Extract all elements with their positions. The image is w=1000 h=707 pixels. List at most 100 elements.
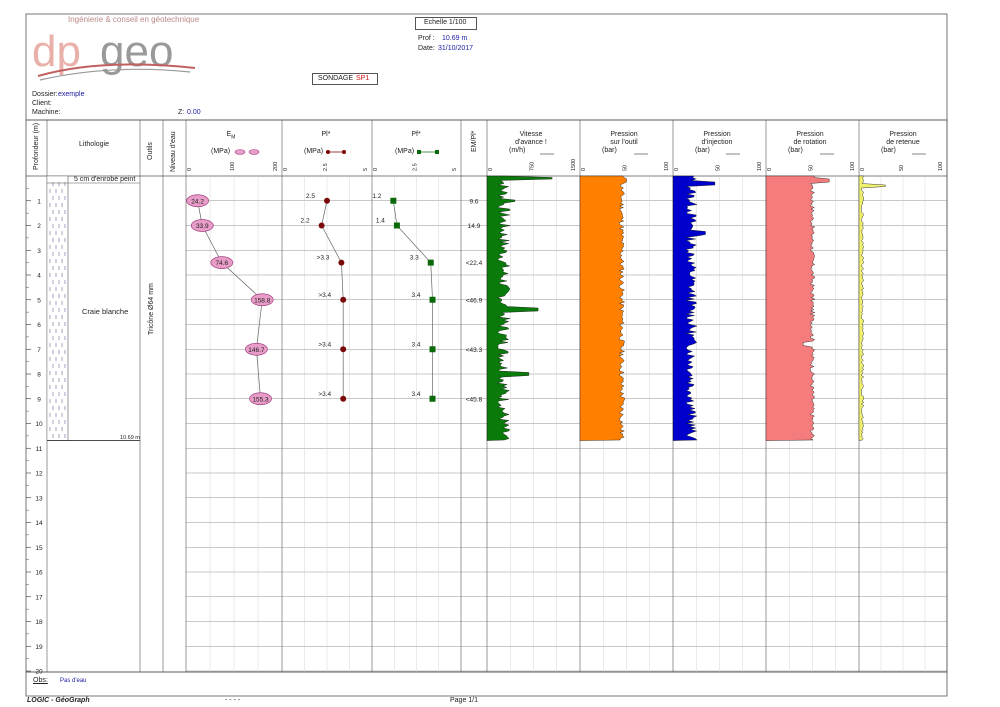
pl-point	[318, 222, 325, 229]
em-point	[210, 256, 234, 269]
em-value-label: 155.3	[252, 396, 269, 403]
em-pl-column-header: EM/Pl*	[471, 130, 478, 152]
retenue-title-1: Pression	[889, 131, 917, 138]
em-axis-tick: 0	[187, 168, 193, 171]
pf-legend-symbol	[417, 150, 421, 154]
outil-axis-tick: 100	[664, 162, 670, 171]
pl-value-label: 2.2	[301, 218, 310, 225]
pl-point	[340, 296, 347, 303]
rotation-axis-tick: 50	[809, 165, 815, 171]
rotation-column-title: Pression de rotation (bar)	[766, 131, 854, 155]
rotation-log	[765, 175, 830, 441]
obs-value: Pas d'eau	[60, 678, 87, 684]
depth-tick-label: 16	[35, 570, 43, 577]
depth-tick-label: 17	[35, 594, 43, 601]
footer-frame	[25, 671, 948, 697]
outil-axis-tick: 0	[581, 168, 587, 171]
lithology-column-header: Lithologie	[79, 141, 109, 148]
vitesse-log	[486, 175, 553, 441]
retenue-axis-tick: 0	[860, 168, 866, 171]
rotation-axis-tick: 0	[767, 168, 773, 171]
em-point	[249, 392, 272, 406]
footer-dashes: - - - -	[225, 697, 241, 704]
retenue-log	[858, 175, 886, 441]
em-value-label: 146.7	[248, 347, 265, 354]
em-pl-value: <22.4	[466, 260, 483, 267]
em-axis-tick: 200	[273, 162, 279, 171]
header-frame	[25, 13, 948, 121]
em-column-title: EM	[186, 131, 276, 141]
depth-tick-label: 5	[37, 297, 41, 304]
sondage-value: SP1	[356, 75, 370, 82]
em-pl-value: <46.9	[466, 297, 483, 304]
depth-tick-label: 15	[35, 545, 43, 552]
dossier-value: exemple	[58, 91, 85, 98]
top-layer-label: 5 cm d'enrobé peint	[74, 176, 136, 183]
prof-label: Prof :	[418, 35, 435, 42]
retenue-column-title: Pression de retenue (bar)	[859, 131, 947, 155]
pf-point	[390, 197, 397, 204]
depth-tick-label: 11	[36, 446, 43, 453]
depth-tick-label: 9	[37, 396, 41, 403]
pf-line	[393, 200, 433, 399]
tools-column-header: Outils	[147, 142, 154, 160]
water-level-column-header: Niveau d'eau	[170, 131, 177, 172]
pl-value-label: >3.3	[317, 255, 330, 262]
pl-legend-symbol	[326, 150, 330, 154]
em-value-label: 33.9	[196, 223, 209, 230]
outil-title-2: sur l'outil	[610, 139, 638, 146]
sondage-label: SONDAGE	[318, 75, 354, 82]
outil-axis-tick: 50	[623, 165, 629, 171]
depth-tick-label: 1	[37, 198, 41, 205]
em-point	[186, 194, 209, 208]
z-value: 0.00	[187, 109, 201, 116]
depth-tick-label: 4	[37, 273, 41, 280]
scale-box	[415, 17, 477, 30]
software-label: LOGIC - GéoGraph	[27, 697, 90, 704]
main-layer-label: Craie blanche	[82, 307, 129, 316]
dossier-label: Dossier:	[32, 91, 58, 98]
depth-tick-label: 18	[35, 619, 43, 626]
depth-tick-label: 3	[37, 248, 41, 255]
retenue-title-2: de retenue	[886, 139, 920, 146]
depth-tick-label: 14	[35, 520, 43, 527]
pf-axis-tick: 0	[373, 168, 379, 171]
pf-column-title: Pf*	[411, 131, 421, 138]
pl-value-label: >3.4	[318, 391, 331, 398]
pf-unit: (MPa)	[395, 148, 415, 155]
date-label: Date:	[418, 45, 435, 52]
outil-log	[579, 175, 627, 441]
em-unit: (MPa)	[211, 148, 231, 155]
pf-value-label: 3.4	[411, 391, 420, 398]
em-legend-symbol	[248, 149, 260, 155]
pl-point	[340, 395, 347, 402]
retenue-unit: (bar)	[881, 147, 896, 154]
em-point	[245, 342, 268, 356]
pl-axis-tick: 5	[363, 168, 369, 171]
sondage-box	[312, 73, 378, 85]
em-value-label: 74.6	[215, 260, 228, 267]
outil-unit: (bar)	[602, 147, 617, 154]
em-value-label: 158.8	[254, 297, 271, 304]
logo-graphic: dp geo	[32, 27, 196, 81]
retenue-axis-tick: 100	[938, 162, 944, 171]
depth-tick-label: 10	[35, 421, 43, 428]
rotation-title-2: de rotation	[793, 139, 827, 146]
em-pl-value: <45.8	[466, 396, 483, 403]
pl-value-label: >3.4	[318, 341, 331, 348]
pf-point	[429, 296, 436, 303]
pf-point	[429, 395, 436, 402]
outil-title-1: Pression	[610, 131, 638, 138]
em-pl-value: 14.9	[468, 223, 481, 230]
pl-point	[338, 259, 345, 266]
injection-axis-tick: 0	[674, 168, 680, 171]
injection-axis-tick: 100	[757, 162, 763, 171]
pl-line	[321, 200, 344, 399]
pl-legend-symbol	[342, 150, 346, 154]
rotation-title-1: Pression	[796, 131, 824, 138]
logo-tagline: Ingénierie & conseil en géotechnique	[68, 15, 200, 24]
em-title: E	[226, 131, 232, 138]
obs-label: Obs:	[33, 677, 48, 684]
pl-value-label: >3.4	[318, 292, 331, 299]
pf-value-label: 1.4	[376, 218, 385, 225]
